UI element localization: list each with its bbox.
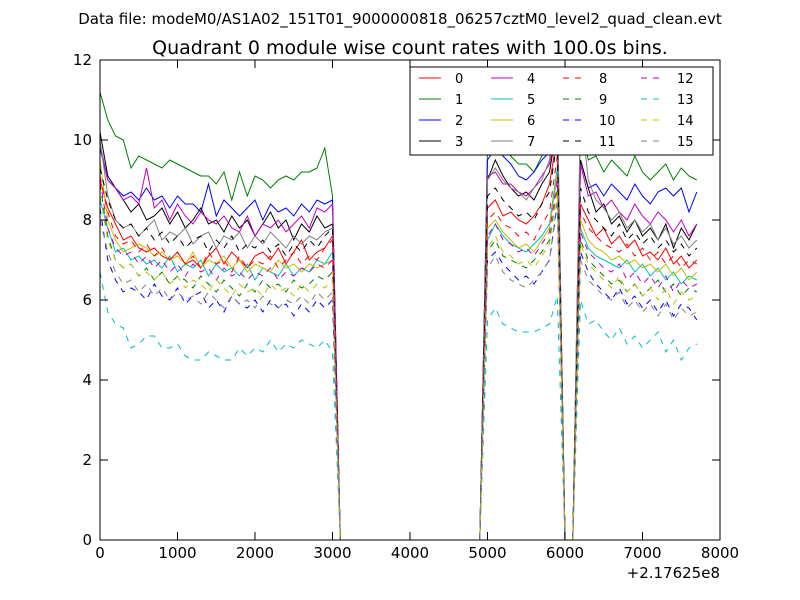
y-tick-label: 10 [73, 131, 92, 149]
x-tick-label: 0 [95, 544, 105, 562]
legend-label-4: 4 [527, 72, 535, 87]
series-line-6 [100, 159, 698, 540]
series-layer [100, 91, 698, 540]
legend-box [409, 66, 714, 156]
series-line-15 [100, 199, 698, 540]
legend-label-2: 2 [455, 114, 463, 129]
series-line-11 [100, 139, 698, 540]
legend-label-5: 5 [527, 93, 535, 108]
series-line-13 [100, 271, 698, 540]
legend-label-8: 8 [599, 72, 607, 87]
legend-label-0: 0 [455, 72, 463, 87]
series-line-0 [100, 135, 698, 540]
x-tick-label: 7000 [623, 544, 661, 562]
series-line-3 [100, 123, 698, 540]
series-line-12 [100, 179, 698, 540]
legend-label-10: 10 [599, 114, 616, 129]
legend-label-9: 9 [599, 93, 607, 108]
series-line-4 [100, 127, 698, 540]
legend-label-7: 7 [527, 135, 535, 150]
series-line-5 [100, 167, 698, 540]
series-line-1 [100, 91, 698, 540]
legend-label-15: 15 [677, 135, 694, 150]
y-tick-label: 2 [82, 451, 92, 469]
y-tick-label: 6 [82, 291, 92, 309]
y-tick-label: 0 [82, 531, 92, 549]
series-line-14 [100, 191, 698, 540]
series-line-2 [100, 119, 698, 540]
x-tick-label: 6000 [546, 544, 584, 562]
plot-frame [99, 59, 721, 541]
y-tick-label: 4 [82, 371, 92, 389]
legend-label-14: 14 [677, 114, 694, 129]
x-offset-label: +2.17625e8 [627, 564, 720, 582]
tick-labels: 0 1000 2000 3000 4000 5000 6000 7000 80000246810… [73, 51, 739, 562]
x-tick-label: 2000 [236, 544, 274, 562]
x-tick-label: 5000 [468, 544, 506, 562]
x-tick-label: 8000 [701, 544, 739, 562]
x-tick-label: 4000 [391, 544, 429, 562]
chart-title: Quadrant 0 module wise count rates with … [152, 37, 668, 59]
series-line-7 [100, 95, 698, 540]
legend-label-6: 6 [527, 114, 535, 129]
x-tick-label: 3000 [313, 544, 351, 562]
data-file-label: Data file: modeM0/AS1A02_151T01_90000008… [78, 10, 722, 29]
x-tick-label: 1000 [158, 544, 196, 562]
legend-label-12: 12 [677, 72, 694, 87]
y-tick-label: 8 [82, 211, 92, 229]
y-tick-label: 12 [73, 51, 92, 69]
legend-label-11: 11 [599, 135, 616, 150]
legend-label-13: 13 [677, 93, 694, 108]
legend-label-3: 3 [455, 135, 463, 150]
legend-label-1: 1 [455, 93, 463, 108]
